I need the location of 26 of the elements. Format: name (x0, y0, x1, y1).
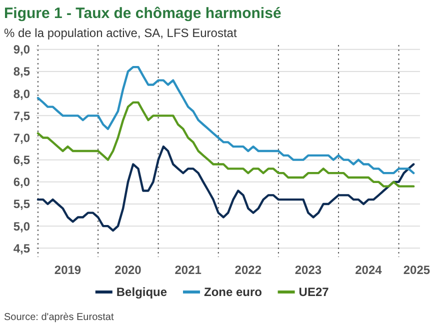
y-tick-label: 5,0 (13, 219, 30, 234)
legend-label: Belgique (116, 285, 168, 300)
x-tick-label: 2020 (114, 263, 142, 277)
x-tick-label: 2023 (294, 263, 322, 277)
y-tick-label: 4,5 (13, 241, 30, 256)
source-note: Source: d'après Eurostat (4, 312, 114, 323)
x-tick-label: 2022 (234, 263, 262, 277)
y-tick-label: 6,5 (13, 153, 30, 168)
y-tick-label: 9,0 (13, 42, 30, 57)
chart-title: Figure 1 - Taux de chômage harmonisé (4, 5, 282, 22)
x-tick-label: 2024 (355, 263, 382, 277)
line-series (36, 145, 415, 232)
legend-label: Zone euro (204, 285, 262, 300)
y-tick-label: 8,5 (13, 64, 30, 79)
x-tick-label: 2019 (54, 263, 82, 277)
x-tick-label: 2025 (403, 263, 430, 277)
chart-subtitle: % de la population active, SA, LFS Eurostat (4, 26, 238, 40)
y-tick-label: 8,0 (13, 86, 30, 101)
y-tick-label: 5,5 (13, 197, 30, 212)
y-tick-label: 7,0 (13, 130, 30, 145)
x-tick-label: 2021 (174, 263, 202, 277)
line-series (36, 101, 415, 188)
legend-label: UE27 (298, 285, 330, 300)
line-series (36, 66, 415, 174)
y-tick-label: 6,0 (13, 175, 30, 190)
y-tick-label: 7,5 (13, 108, 30, 123)
